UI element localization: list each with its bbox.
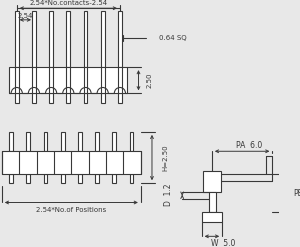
Text: 2.50: 2.50 bbox=[147, 72, 153, 88]
Bar bbox=[44, 132, 47, 151]
Bar bbox=[15, 93, 19, 103]
Bar bbox=[44, 173, 47, 183]
Bar bbox=[84, 11, 87, 67]
Bar bbox=[130, 173, 134, 183]
Bar bbox=[9, 132, 13, 151]
Text: PB: PB bbox=[293, 189, 300, 198]
Text: 2.54*No.of Positions: 2.54*No.of Positions bbox=[36, 207, 106, 213]
Bar bbox=[26, 132, 30, 151]
Text: H=2.50: H=2.50 bbox=[162, 144, 168, 171]
Bar bbox=[130, 132, 134, 151]
Bar bbox=[209, 192, 216, 212]
Bar bbox=[49, 11, 53, 67]
Bar bbox=[112, 132, 116, 151]
Bar bbox=[67, 11, 70, 67]
Bar bbox=[84, 93, 87, 103]
Bar bbox=[202, 212, 222, 222]
Bar bbox=[112, 173, 116, 183]
Text: W  5.0: W 5.0 bbox=[211, 239, 235, 247]
Bar bbox=[61, 132, 64, 151]
Bar bbox=[9, 67, 127, 93]
Bar bbox=[9, 173, 13, 183]
Bar bbox=[202, 171, 221, 192]
Bar bbox=[118, 93, 122, 103]
Bar bbox=[32, 93, 36, 103]
Bar bbox=[95, 173, 99, 183]
Text: 2.54*No.contacts-2.54: 2.54*No.contacts-2.54 bbox=[29, 0, 107, 6]
Bar bbox=[78, 132, 82, 151]
Bar bbox=[49, 93, 53, 103]
Bar bbox=[15, 11, 19, 67]
Bar bbox=[118, 11, 122, 67]
Bar bbox=[26, 173, 30, 183]
Bar bbox=[32, 11, 36, 67]
Bar bbox=[101, 93, 105, 103]
Bar bbox=[101, 11, 105, 67]
Bar bbox=[95, 132, 99, 151]
Bar bbox=[2, 151, 141, 173]
Bar bbox=[61, 173, 64, 183]
Bar bbox=[67, 93, 70, 103]
Text: D  1.2: D 1.2 bbox=[164, 184, 173, 206]
Bar bbox=[78, 173, 82, 183]
Text: 2.54: 2.54 bbox=[18, 13, 33, 19]
Text: PA  6.0: PA 6.0 bbox=[236, 141, 263, 150]
Text: 0.64 SQ: 0.64 SQ bbox=[159, 35, 187, 41]
